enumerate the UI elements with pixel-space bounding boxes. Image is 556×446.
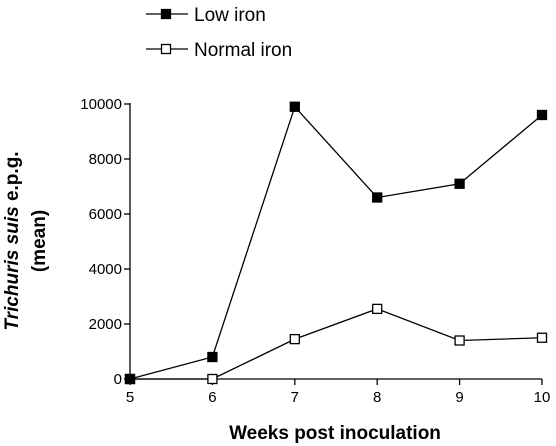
legend-item-low-iron: Low iron [146,5,266,26]
y-axis-title: Trichuris suis e.p.g. (mean) [2,151,50,330]
data-point-normal-iron [207,373,218,385]
legend-marker-normal-iron [160,43,172,55]
y-tick-label: 8000 [89,151,122,168]
x-axis-title: Weeks post inoculation [229,423,441,444]
x-tick-label: 8 [373,389,381,406]
y-axis-title-italic: Trichuris suis [2,206,23,330]
x-tick-label: 7 [291,389,299,406]
y-tick-label: 0 [114,371,122,388]
data-point-normal-iron [454,335,465,346]
x-tick-label: 10 [534,389,551,406]
y-ticks: 0 2000 4000 6000 8000 10000 [80,96,130,388]
legend: Low iron Normal iron [146,5,292,61]
series-line-normal-iron [130,308,543,380]
data-point-normal-iron [289,333,300,345]
data-point-normal-iron [536,332,548,343]
y-tick-label: 6000 [89,206,122,223]
x-tick-label: 9 [455,389,463,406]
y-tick-label: 4000 [89,261,122,278]
data-point-low-iron [289,101,300,112]
legend-label-normal-iron: Normal iron [194,40,292,61]
data-point-low-iron [372,192,383,203]
x-tick-label: 6 [208,389,216,406]
y-axis-title-rest: e.p.g. [2,151,23,206]
data-point-normal-iron [372,303,383,315]
y-tick-label: 10000 [80,96,122,113]
data-point-low-iron [454,178,465,189]
x-tick-label: 5 [126,389,134,406]
y-axis-title-line2: (mean) [29,210,50,272]
y-axis-title-line1: Trichuris suis e.p.g. [2,151,23,330]
data-point-low-iron [124,373,136,385]
series-layer [124,101,548,385]
x-ticks: 5 6 7 8 9 10 [126,379,551,406]
legend-item-normal-iron: Normal iron [146,40,292,61]
data-point-low-iron [207,351,218,363]
legend-marker-low-iron [160,8,172,20]
data-point-low-iron [536,109,548,121]
series-line-low-iron [129,105,543,380]
y-tick-label: 2000 [89,316,122,333]
legend-label-low-iron: Low iron [194,5,266,26]
